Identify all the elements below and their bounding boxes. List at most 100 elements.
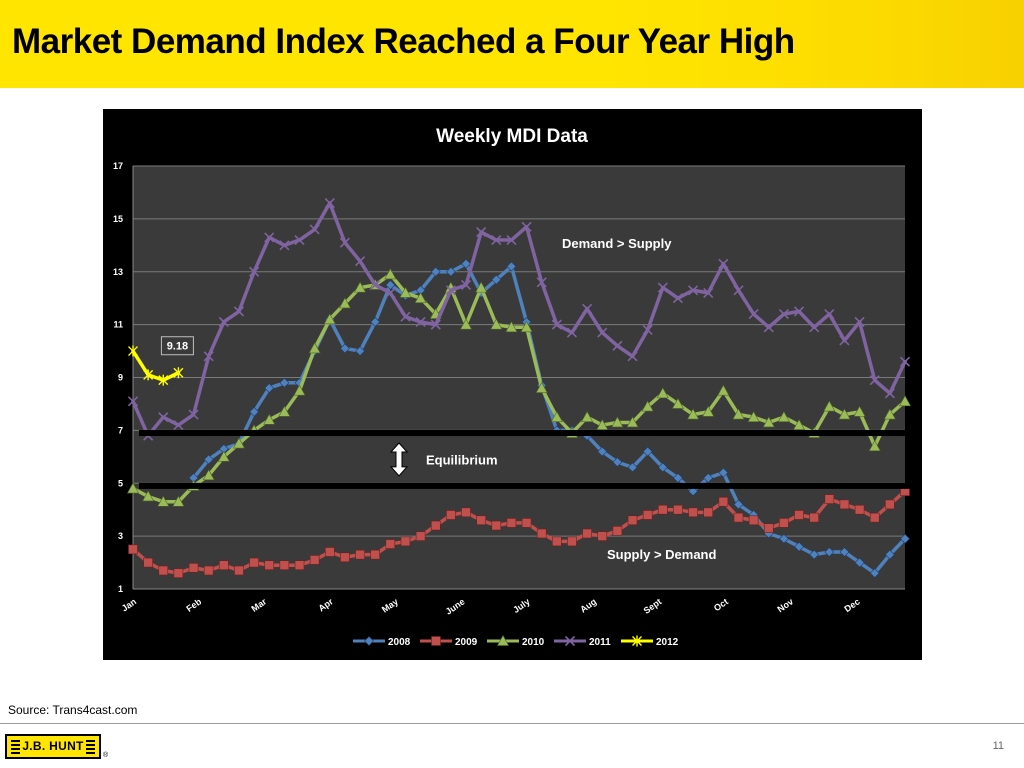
- point-2011: [476, 227, 487, 238]
- point-2009: [582, 528, 592, 539]
- point-2009: [188, 563, 199, 573]
- point-2010: [414, 292, 427, 303]
- point-2008: [203, 454, 214, 465]
- point-2010: [581, 411, 594, 422]
- point-2009: [415, 531, 426, 541]
- x-tick-label: May: [380, 596, 400, 614]
- point-2011: [218, 316, 229, 328]
- point-2010: [293, 384, 306, 396]
- point-2008: [794, 541, 804, 552]
- point-2010: [717, 384, 730, 396]
- x-tick-label: June: [444, 596, 467, 616]
- point-2008: [839, 547, 850, 557]
- point-2011: [657, 282, 668, 293]
- point-2008: [627, 462, 638, 473]
- point-2011: [309, 224, 320, 235]
- point-2009: [642, 510, 653, 520]
- legend-item-2012: 2012: [621, 635, 679, 648]
- point-2009: [824, 494, 835, 504]
- point-2010: [626, 416, 639, 428]
- legend-item-2011: 2011: [554, 635, 611, 648]
- point-2010: [535, 381, 548, 393]
- point-2009: [839, 499, 850, 510]
- point-2011: [445, 285, 456, 296]
- point-2010: [853, 405, 866, 417]
- point-2010: [611, 416, 624, 428]
- point-2008: [612, 457, 623, 468]
- point-2008: [370, 317, 381, 327]
- point-2011: [809, 322, 820, 333]
- point-2011: [279, 240, 290, 251]
- point-2008: [461, 258, 471, 269]
- point-2011: [778, 308, 789, 320]
- point-2010: [172, 495, 185, 507]
- point-2010: [384, 268, 397, 280]
- point-2009: [733, 512, 744, 523]
- point-2010: [278, 405, 291, 417]
- y-tick-label: 3: [118, 531, 123, 541]
- point-2009: [718, 496, 729, 507]
- point-2011: [824, 308, 835, 320]
- point-2009: [869, 512, 880, 523]
- point-2010: [354, 281, 367, 293]
- chart-title: Weekly MDI Data: [436, 126, 588, 147]
- point-2011: [748, 308, 759, 320]
- point-2011: [564, 635, 576, 647]
- equilibrium-label: Equilibrium: [426, 452, 498, 467]
- point-2011: [203, 351, 214, 362]
- point-2011: [627, 351, 638, 362]
- point-2011: [294, 234, 305, 246]
- point-2011: [899, 356, 911, 367]
- legend-label-2010: 2010: [522, 637, 545, 648]
- point-2011: [158, 412, 169, 423]
- point-2010: [142, 490, 155, 502]
- point-2009: [612, 526, 623, 536]
- x-tick-label: Sept: [642, 596, 664, 615]
- point-2009: [597, 531, 608, 541]
- point-2009: [658, 504, 668, 515]
- point-2008: [824, 547, 835, 557]
- point-2010: [475, 281, 488, 293]
- value-callout-box: [160, 336, 194, 356]
- point-2009: [854, 504, 865, 515]
- series-line-2009: [131, 489, 907, 575]
- point-2011: [536, 277, 547, 288]
- point-2010: [308, 342, 321, 354]
- legend-label-2011: 2011: [589, 637, 611, 648]
- point-2010: [596, 418, 609, 430]
- x-tick-label: Feb: [184, 596, 203, 614]
- point-2009: [158, 565, 169, 576]
- point-2008: [385, 280, 396, 290]
- point-2009: [809, 512, 819, 523]
- legend-label-2008: 2008: [388, 637, 411, 648]
- point-2008: [673, 473, 683, 483]
- point-2009: [476, 515, 486, 526]
- point-2010: [520, 321, 533, 333]
- point-2010: [656, 387, 669, 399]
- x-tick-label: Apr: [316, 596, 335, 613]
- point-2008: [778, 533, 789, 544]
- equilibrium-arrow-icon: [389, 442, 409, 477]
- point-2010: [460, 318, 473, 330]
- point-2009: [173, 568, 184, 578]
- point-2011: [430, 319, 441, 330]
- point-2010: [126, 482, 140, 494]
- point-2011: [339, 237, 350, 248]
- value-callout-label: 9.18: [167, 341, 188, 353]
- point-2009: [370, 549, 380, 560]
- y-tick-label: 13: [113, 267, 123, 277]
- point-2011: [718, 258, 729, 269]
- point-2011: [460, 279, 472, 291]
- point-2010: [898, 395, 912, 407]
- legend-item-2008: 2008: [353, 636, 411, 648]
- point-2008: [597, 446, 608, 457]
- point-2009: [431, 636, 441, 646]
- point-2011: [173, 420, 184, 431]
- equilibrium-bar: [139, 482, 911, 489]
- point-2009: [279, 560, 290, 571]
- x-tick-label: Mar: [249, 596, 268, 614]
- point-2009: [794, 510, 804, 520]
- point-2010: [157, 495, 170, 507]
- point-2011: [688, 285, 699, 296]
- point-2011: [324, 197, 335, 209]
